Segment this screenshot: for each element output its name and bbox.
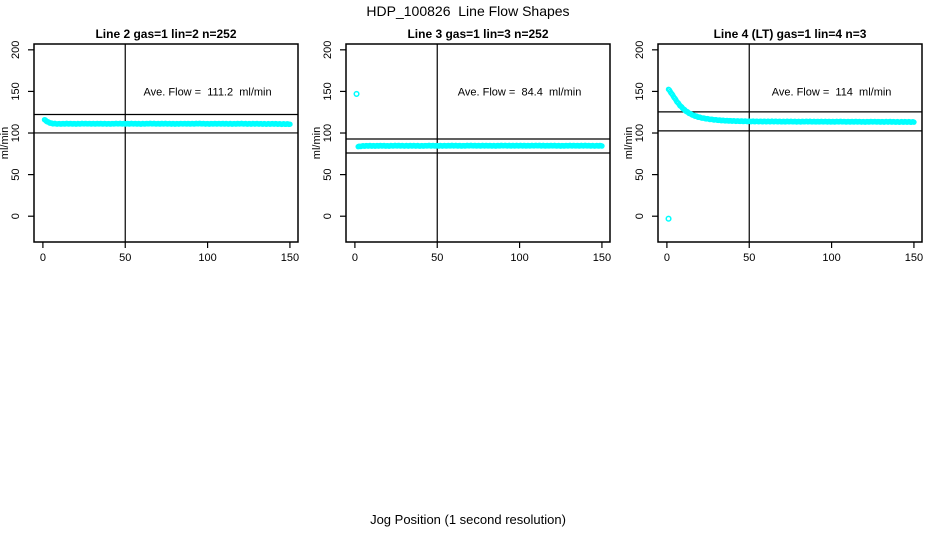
y-tick-label: 200 xyxy=(322,41,334,59)
x-tick-label: 50 xyxy=(743,252,755,264)
y-tick-label: 50 xyxy=(10,168,22,180)
outlier-point xyxy=(353,90,360,97)
y-tick-label: 200 xyxy=(10,41,22,59)
figure-title: HDP_100826 Line Flow Shapes xyxy=(366,3,570,19)
plot-box xyxy=(33,43,299,243)
y-tick-label: 0 xyxy=(10,213,22,219)
x-tick-label: 100 xyxy=(510,252,528,264)
x-tick-label: 150 xyxy=(281,252,299,264)
x-tick-label: 150 xyxy=(593,252,611,264)
y-tick-label: 0 xyxy=(634,213,646,219)
x-tick-label: 0 xyxy=(664,252,670,264)
x-tick-label: 100 xyxy=(198,252,216,264)
panel-title: Line 3 gas=1 lin=3 n=252 xyxy=(407,28,548,41)
x-tick-label: 50 xyxy=(431,252,443,264)
y-axis-label: ml/min xyxy=(312,127,323,159)
data-point xyxy=(599,143,605,149)
plot-box xyxy=(657,43,923,243)
ave-flow-annotation: Ave. Flow = 84.4 ml/min xyxy=(458,86,582,98)
y-tick-label: 150 xyxy=(634,82,646,100)
x-tick-label: 150 xyxy=(905,252,923,264)
panel-title: Line 2 gas=1 lin=2 n=252 xyxy=(95,28,236,41)
y-tick-label: 50 xyxy=(634,168,646,180)
x-tick-label: 0 xyxy=(40,252,46,264)
ave-flow-annotation: Ave. Flow = 111.2 ml/min xyxy=(144,86,272,98)
panels-row: 0 50 100 150 0 50 100 150 200 ml/min Line 2 gas=1 … xyxy=(0,28,936,278)
y-tick-label: 100 xyxy=(10,124,22,142)
figure-x-axis-label: Jog Position (1 second resolution) xyxy=(370,512,566,527)
y-tick-label: 150 xyxy=(10,82,22,100)
y-axis-label: ml/min xyxy=(624,127,635,159)
x-tick-label: 100 xyxy=(822,252,840,264)
y-tick-label: 150 xyxy=(322,82,334,100)
panel-chart-line4: 0 50 100 150 0 50 100 150 200 ml/min Line 4 (LT) g… xyxy=(624,28,923,264)
y-tick-label: 100 xyxy=(634,124,646,142)
ave-flow-annotation: Ave. Flow = 114 ml/min xyxy=(772,86,892,98)
plot-box xyxy=(345,43,611,243)
outlier-point xyxy=(665,215,672,222)
panel-chart-line3: 0 50 100 150 0 50 100 150 200 ml/min Line 3 gas=1 … xyxy=(312,28,611,264)
x-tick-label: 0 xyxy=(352,252,358,264)
data-point xyxy=(911,119,917,125)
y-tick-label: 0 xyxy=(322,213,334,219)
x-tick-label: 50 xyxy=(119,252,131,264)
panel-title: Line 4 (LT) gas=1 lin=4 n=3 xyxy=(714,28,867,41)
y-axis-label: ml/min xyxy=(0,127,11,159)
y-tick-label: 200 xyxy=(634,41,646,59)
y-tick-label: 100 xyxy=(322,124,334,142)
data-point xyxy=(287,121,293,127)
y-tick-label: 50 xyxy=(322,168,334,180)
panel-chart-line2: 0 50 100 150 0 50 100 150 200 ml/min Line 2 gas=1 … xyxy=(0,28,299,264)
